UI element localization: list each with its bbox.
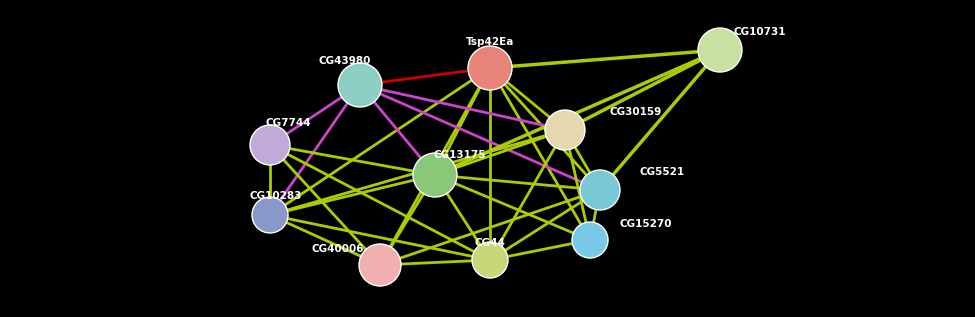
Circle shape [698, 28, 742, 72]
Circle shape [413, 153, 457, 197]
Text: CG10283: CG10283 [250, 191, 302, 201]
Text: CG30159: CG30159 [610, 107, 662, 117]
Text: CG13175: CG13175 [434, 150, 487, 160]
Circle shape [468, 46, 512, 90]
Text: CG10731: CG10731 [734, 27, 786, 37]
Circle shape [252, 197, 288, 233]
Text: Tsp42Ea: Tsp42Ea [466, 37, 514, 47]
Circle shape [572, 222, 608, 258]
Text: CG15270: CG15270 [620, 219, 673, 229]
Text: CG40006: CG40006 [312, 244, 365, 254]
Circle shape [580, 170, 620, 210]
Circle shape [338, 63, 382, 107]
Circle shape [359, 244, 401, 286]
Text: CG5521: CG5521 [640, 167, 685, 177]
Circle shape [545, 110, 585, 150]
Circle shape [250, 125, 290, 165]
Text: CG43980: CG43980 [319, 56, 371, 66]
Circle shape [472, 242, 508, 278]
Text: CG7744: CG7744 [265, 118, 311, 128]
Text: CG44: CG44 [475, 238, 505, 248]
